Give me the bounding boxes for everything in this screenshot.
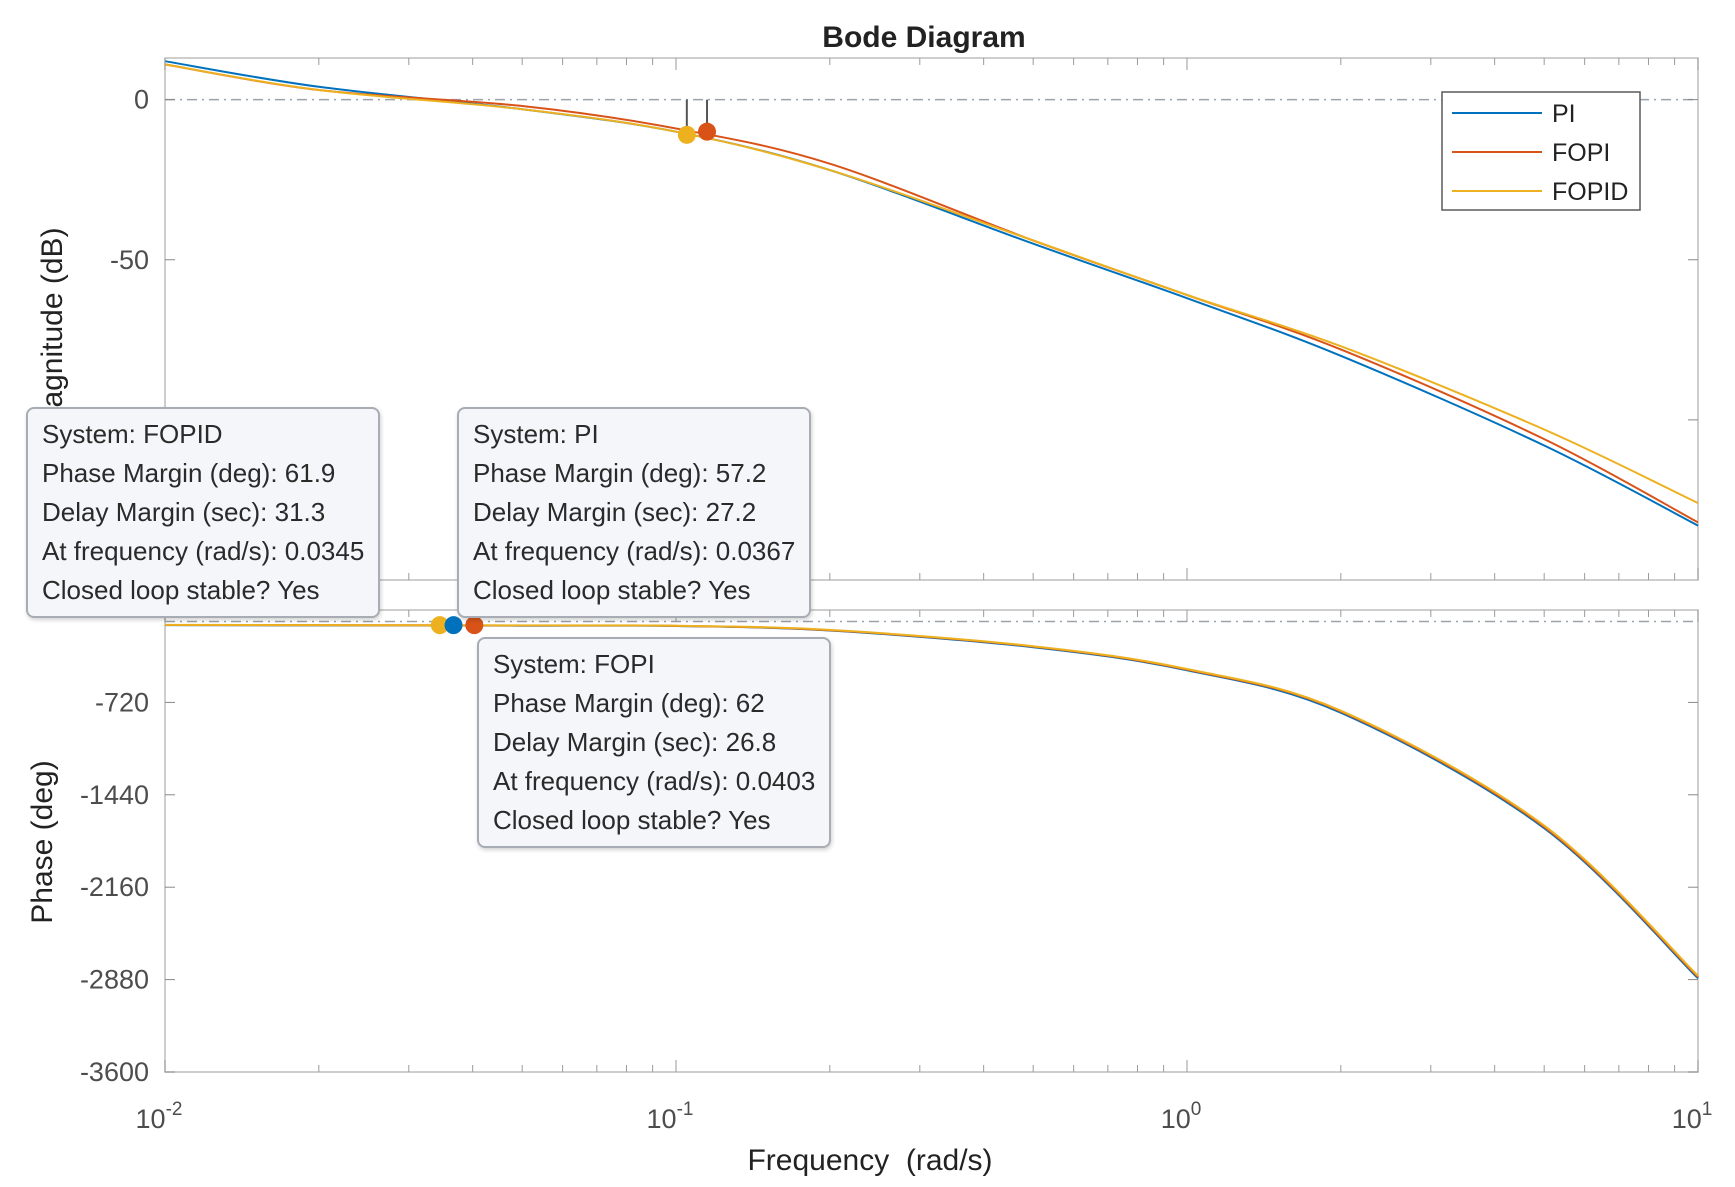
datatip-line: Phase Margin (deg): 61.9 [42,458,336,488]
datatip-line: System: FOPID [42,419,223,449]
phase-tick-label: -3600 [80,1057,149,1087]
datatip-line: Closed loop stable? Yes [493,805,771,835]
x-tick-label: 10-2 [136,1099,183,1134]
datatip-line: Delay Margin (sec): 26.8 [493,727,777,757]
phase-tick-label: -1440 [80,780,149,810]
magnitude-y-axis-label: Magnitude (dB) [36,227,69,432]
datatip-line: Delay Margin (sec): 27.2 [473,497,757,527]
phase-margin-marker-fopi [465,616,484,635]
x-tick-label: 10-1 [647,1099,694,1134]
datatip-fopid[interactable]: System: FOPID Phase Margin (deg): 61.9 Del… [26,407,381,618]
datatip-pi[interactable]: System: PI Phase Margin (deg): 57.2 Delay … [457,407,812,618]
legend-label-pi: PI [1552,100,1576,128]
chart-title: Bode Diagram [822,21,1025,54]
magnitude-tick-label: -50 [110,245,149,275]
magnitude-line-fopid [164,63,1699,505]
datatip-line: System: PI [473,419,599,449]
datatip-line: At frequency (rad/s): 0.0403 [493,766,816,796]
magnitude-line-fopi [164,63,1699,524]
x-tick-label: 101 [1672,1099,1713,1134]
phase-tick-label: -2160 [80,872,149,902]
phase-line-fopid [164,623,1699,977]
phase-tick-label: -720 [95,687,149,717]
phase-panel: -720 -1440 -2160 -2880 -3600 [80,609,1699,1087]
legend-label-fopi: FOPI [1552,139,1610,167]
legend-label-fopid: FOPID [1552,178,1628,206]
datatip-line: Closed loop stable? Yes [42,575,320,605]
datatip-line: Closed loop stable? Yes [473,575,751,605]
magnitude-tick-label: 0 [134,85,149,115]
phase-tick-label: -2880 [80,965,149,995]
crossover-marker-fopi [698,122,717,141]
phase-y-axis-label: Phase (deg) [26,760,59,923]
datatip-line: At frequency (rad/s): 0.0345 [42,536,365,566]
datatip-line: Phase Margin (deg): 62 [493,688,765,718]
datatip-line: System: FOPI [493,649,655,679]
datatip-line: Phase Margin (deg): 57.2 [473,458,767,488]
datatip-line: At frequency (rad/s): 0.0367 [473,536,796,566]
datatip-line: Delay Margin (sec): 31.3 [42,497,326,527]
crossover-marker-fopid [677,125,696,144]
x-axis-label: Frequency (rad/s) [747,1144,992,1177]
x-tick-label: 100 [1161,1099,1202,1134]
phase-axes-box [164,609,1699,1073]
datatip-fopi[interactable]: System: FOPI Phase Margin (deg): 62 Delay … [477,637,832,848]
phase-margin-marker-pi [444,616,463,635]
legend: PI FOPI FOPID [1441,91,1641,211]
phase-margin-marker-fopid [430,616,449,635]
